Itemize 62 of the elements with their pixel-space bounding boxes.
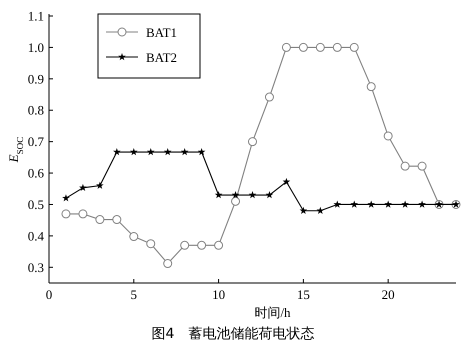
- legend-label: BAT1: [146, 25, 178, 40]
- y-tick-label: 0.7: [28, 134, 44, 150]
- point: [248, 191, 256, 198]
- legend-label: BAT2: [146, 50, 178, 65]
- y-tick-label: 0.9: [28, 71, 44, 86]
- point: [350, 200, 358, 208]
- x-axis-title: 时间/h: [254, 305, 292, 320]
- point: [78, 209, 88, 218]
- point: [367, 200, 376, 208]
- point: [231, 196, 240, 206]
- x-tick-label: 0: [46, 287, 52, 302]
- point: [264, 92, 274, 102]
- x-tick-label: 10: [212, 287, 226, 302]
- point: [300, 206, 308, 214]
- point: [266, 191, 274, 198]
- point: [95, 215, 104, 224]
- point: [282, 178, 290, 186]
- point: [332, 42, 342, 52]
- point: [366, 82, 376, 92]
- point: [214, 191, 222, 198]
- y-tick-label: 0.5: [28, 196, 44, 212]
- point: [333, 200, 342, 208]
- point: [418, 200, 426, 208]
- point: [112, 215, 122, 224]
- point: [384, 131, 393, 140]
- point: [401, 200, 409, 208]
- point: [316, 206, 324, 214]
- y-tick-label: 0.4: [28, 228, 44, 244]
- point: [298, 42, 308, 52]
- y-tick-label: 1.1: [28, 8, 44, 24]
- point: [180, 148, 188, 156]
- point: [198, 148, 206, 156]
- y-tick-label: 0.3: [28, 260, 44, 275]
- point: [62, 194, 70, 202]
- x-tick-label: 5: [130, 287, 138, 302]
- y-tick-label: 0.6: [28, 166, 44, 181]
- point: [418, 162, 427, 171]
- y-tick-label: 0.8: [28, 102, 44, 118]
- point: [163, 259, 172, 268]
- point: [316, 42, 325, 52]
- y-tick-label: 1.0: [28, 40, 44, 55]
- point: [400, 162, 410, 171]
- point: [61, 209, 70, 218]
- point: [282, 42, 291, 52]
- x-tick-label: 15: [296, 287, 310, 302]
- point: [130, 148, 138, 156]
- point: [146, 239, 156, 248]
- point: [96, 182, 104, 189]
- point: [214, 240, 224, 250]
- point: [129, 232, 138, 242]
- point: [180, 240, 190, 250]
- point: [164, 148, 172, 156]
- point: [248, 137, 257, 146]
- point: [113, 148, 121, 156]
- point: [232, 191, 240, 198]
- point: [146, 148, 155, 156]
- text: 图4 蓄电池储能荷电状态: [152, 326, 314, 342]
- point: [79, 184, 87, 192]
- point: [384, 200, 392, 208]
- point: [350, 42, 359, 52]
- point: [197, 240, 206, 250]
- x-tick-label: 20: [382, 287, 395, 302]
